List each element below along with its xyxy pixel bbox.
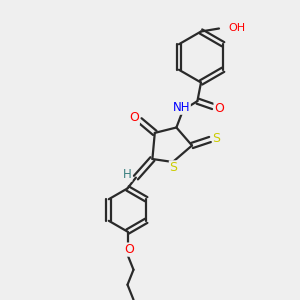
Text: OH: OH — [229, 23, 246, 33]
Text: S: S — [169, 161, 177, 174]
Text: NH: NH — [173, 101, 190, 114]
Text: O: O — [214, 101, 224, 115]
Text: S: S — [213, 131, 220, 145]
Text: O: O — [124, 243, 134, 256]
Text: O: O — [130, 111, 139, 124]
Text: H: H — [123, 168, 132, 181]
